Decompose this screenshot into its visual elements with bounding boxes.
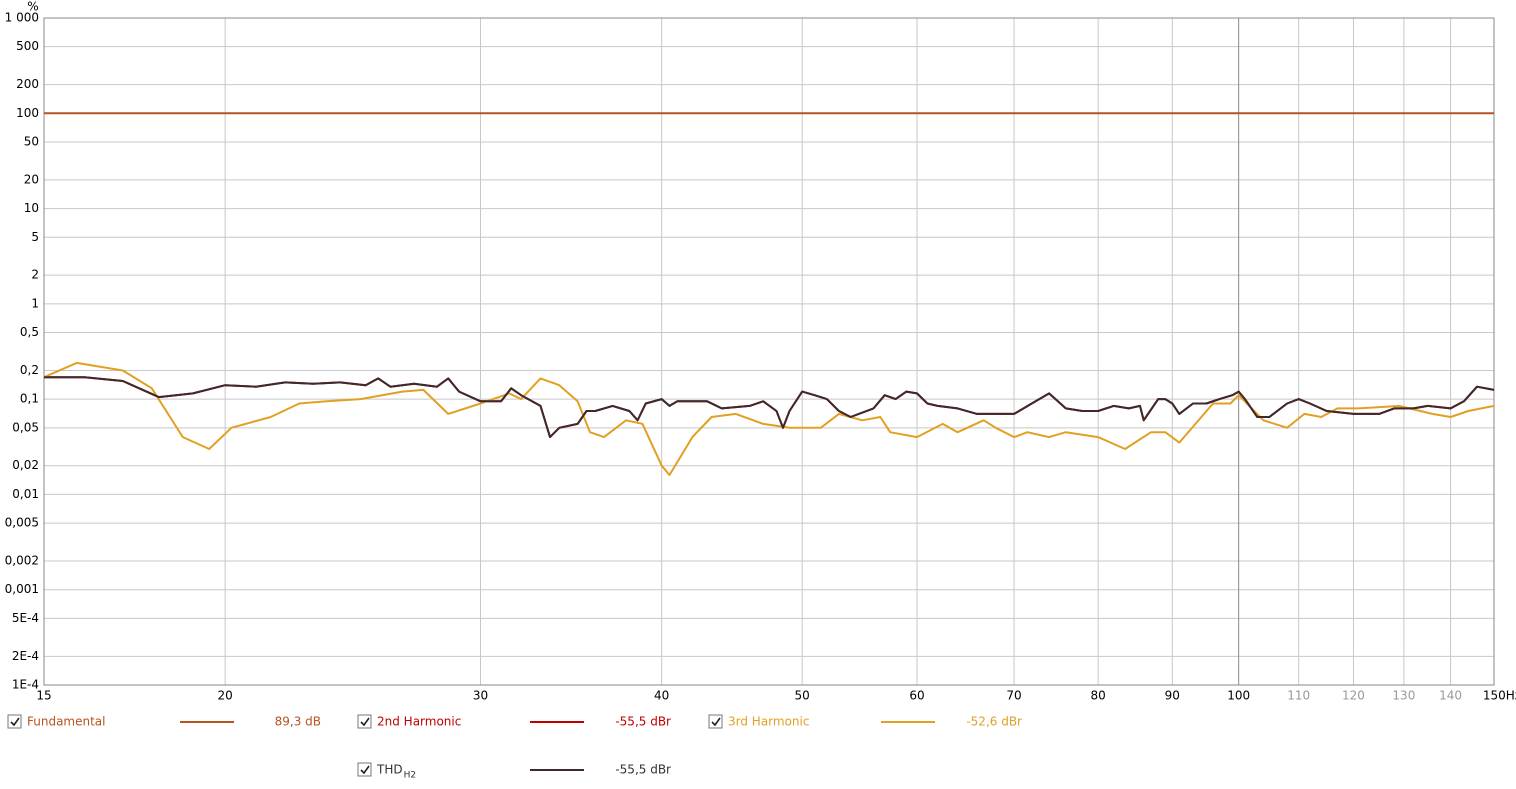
x-tick-label: 130 bbox=[1392, 689, 1415, 703]
legend-label: THD bbox=[376, 763, 403, 777]
legend-checkbox[interactable] bbox=[708, 714, 723, 729]
y-tick-label: 2E-4 bbox=[12, 649, 39, 663]
checkbox-check[interactable] bbox=[10, 717, 20, 727]
legend-value: -52,6 dBr bbox=[966, 715, 1022, 729]
checkbox-check[interactable] bbox=[711, 717, 721, 727]
plot-frame bbox=[43, 17, 1495, 686]
x-tick-label: 40 bbox=[654, 689, 669, 703]
legend-item: 2nd Harmonic -55,5 dBr bbox=[357, 714, 671, 729]
x-tick-label: 60 bbox=[909, 689, 924, 703]
y-tick-label: 500 bbox=[16, 39, 39, 53]
legend-item: Fundamental 89,3 dB bbox=[7, 714, 321, 729]
legend-label: 2nd Harmonic bbox=[377, 715, 461, 729]
y-tick-label: 1 000 bbox=[5, 11, 39, 25]
legend-item: 3rd Harmonic -52,6 dBr bbox=[708, 714, 1022, 729]
legend-value: -55,5 dBr bbox=[615, 763, 671, 777]
y-tick-label: 5 bbox=[31, 230, 39, 244]
y-tick-label: 0,2 bbox=[20, 363, 39, 377]
legend-label: 3rd Harmonic bbox=[728, 715, 809, 729]
x-tick-label: 110 bbox=[1287, 689, 1310, 703]
checkbox-check[interactable] bbox=[360, 717, 370, 727]
legend-value: 89,3 dB bbox=[275, 715, 321, 729]
y-tick-label: 0,002 bbox=[5, 554, 39, 568]
x-tick-label: 50 bbox=[795, 689, 810, 703]
x-tick-label: 80 bbox=[1091, 689, 1106, 703]
y-tick-label: 5E-4 bbox=[12, 611, 39, 625]
x-tick-label: 100 bbox=[1227, 689, 1250, 703]
y-tick-label: 0,005 bbox=[5, 516, 39, 530]
x-tick-label: 70 bbox=[1006, 689, 1021, 703]
legend-item: THD H2 -55,5 dBr bbox=[357, 762, 671, 781]
y-tick-label: 0,001 bbox=[5, 582, 39, 596]
y-axis-label: % bbox=[27, 0, 38, 14]
checkbox-box[interactable] bbox=[708, 714, 723, 729]
y-tick-label: 0,5 bbox=[20, 325, 39, 339]
x-tick-label: 30 bbox=[473, 689, 488, 703]
legend-checkbox[interactable] bbox=[357, 714, 372, 729]
y-tick-label: 2 bbox=[31, 268, 39, 282]
checkbox-box[interactable] bbox=[357, 762, 372, 777]
checkbox-box[interactable] bbox=[7, 714, 22, 729]
y-tick-label: 1E-4 bbox=[12, 678, 39, 692]
legend-value: -55,5 dBr bbox=[615, 715, 671, 729]
y-tick-label: 100 bbox=[16, 106, 39, 120]
legend-label-sub: H2 bbox=[404, 771, 417, 781]
legend-checkbox[interactable] bbox=[7, 714, 22, 729]
x-tick-label: 20 bbox=[218, 689, 233, 703]
x-tick-label: 15 bbox=[36, 689, 51, 703]
checkbox-check[interactable] bbox=[360, 765, 370, 775]
y-tick-label: 10 bbox=[24, 201, 39, 215]
legend-label: Fundamental bbox=[27, 715, 106, 729]
y-tick-label: 50 bbox=[24, 134, 39, 148]
y-tick-label: 200 bbox=[16, 77, 39, 91]
y-tick-label: 0,05 bbox=[12, 420, 39, 434]
y-tick-label: 0,02 bbox=[12, 458, 39, 472]
series-line bbox=[44, 376, 1495, 439]
y-tick-label: 1 bbox=[31, 296, 39, 310]
y-tick-label: 0,1 bbox=[20, 392, 39, 406]
x-tick-label: 90 bbox=[1165, 689, 1180, 703]
checkbox-box[interactable] bbox=[357, 714, 372, 729]
x-tick-label: 140 bbox=[1439, 689, 1462, 703]
x-tick-label: 120 bbox=[1342, 689, 1365, 703]
x-tick-label: 150Hz bbox=[1483, 689, 1516, 703]
y-tick-label: 20 bbox=[24, 172, 39, 186]
y-tick-label: 0,01 bbox=[12, 487, 39, 501]
legend-checkbox[interactable] bbox=[357, 762, 372, 777]
